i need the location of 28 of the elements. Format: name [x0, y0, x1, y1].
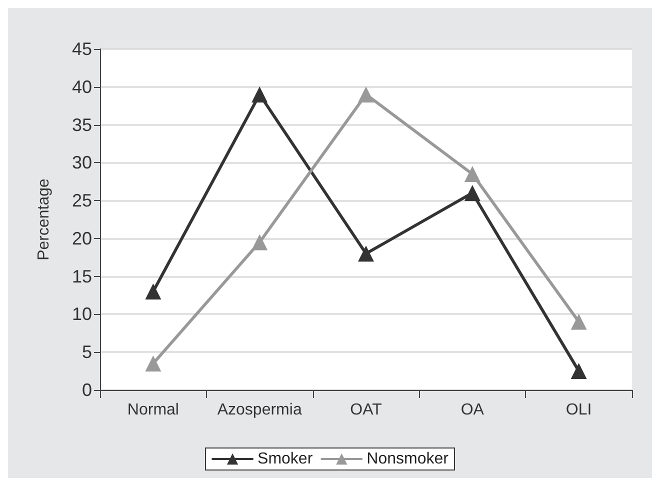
x-tick-label: Normal — [127, 402, 179, 418]
y-axis-title: Percentage — [36, 178, 52, 260]
point — [252, 234, 268, 250]
point — [145, 355, 162, 372]
point — [464, 184, 480, 201]
x-tick-label: OAT — [350, 402, 382, 418]
x-tick-label: OA — [460, 402, 484, 418]
point — [464, 166, 480, 182]
y-tick-label: 35 — [72, 114, 92, 135]
legend-label: Nonsmoker — [366, 450, 450, 468]
point — [570, 363, 587, 380]
y-tick-label: 10 — [72, 304, 92, 324]
y-tick-label: 30 — [72, 152, 92, 173]
point — [570, 314, 587, 330]
point — [358, 246, 374, 262]
point — [145, 283, 162, 300]
x-tick-label: Azospermia — [217, 402, 302, 418]
legend-label: Smoker — [258, 450, 314, 468]
y-tick-label: 40 — [72, 76, 92, 97]
y-tick-label: 15 — [72, 266, 92, 286]
y-tick-label: 5 — [82, 342, 92, 362]
point — [358, 86, 374, 102]
y-tick-label: 25 — [72, 190, 92, 211]
x-tick-label: OLI — [566, 402, 592, 418]
point — [252, 86, 268, 102]
y-tick-label: 0 — [82, 380, 92, 400]
y-tick-label: 20 — [72, 228, 92, 248]
y-tick-label: 45 — [72, 39, 92, 59]
